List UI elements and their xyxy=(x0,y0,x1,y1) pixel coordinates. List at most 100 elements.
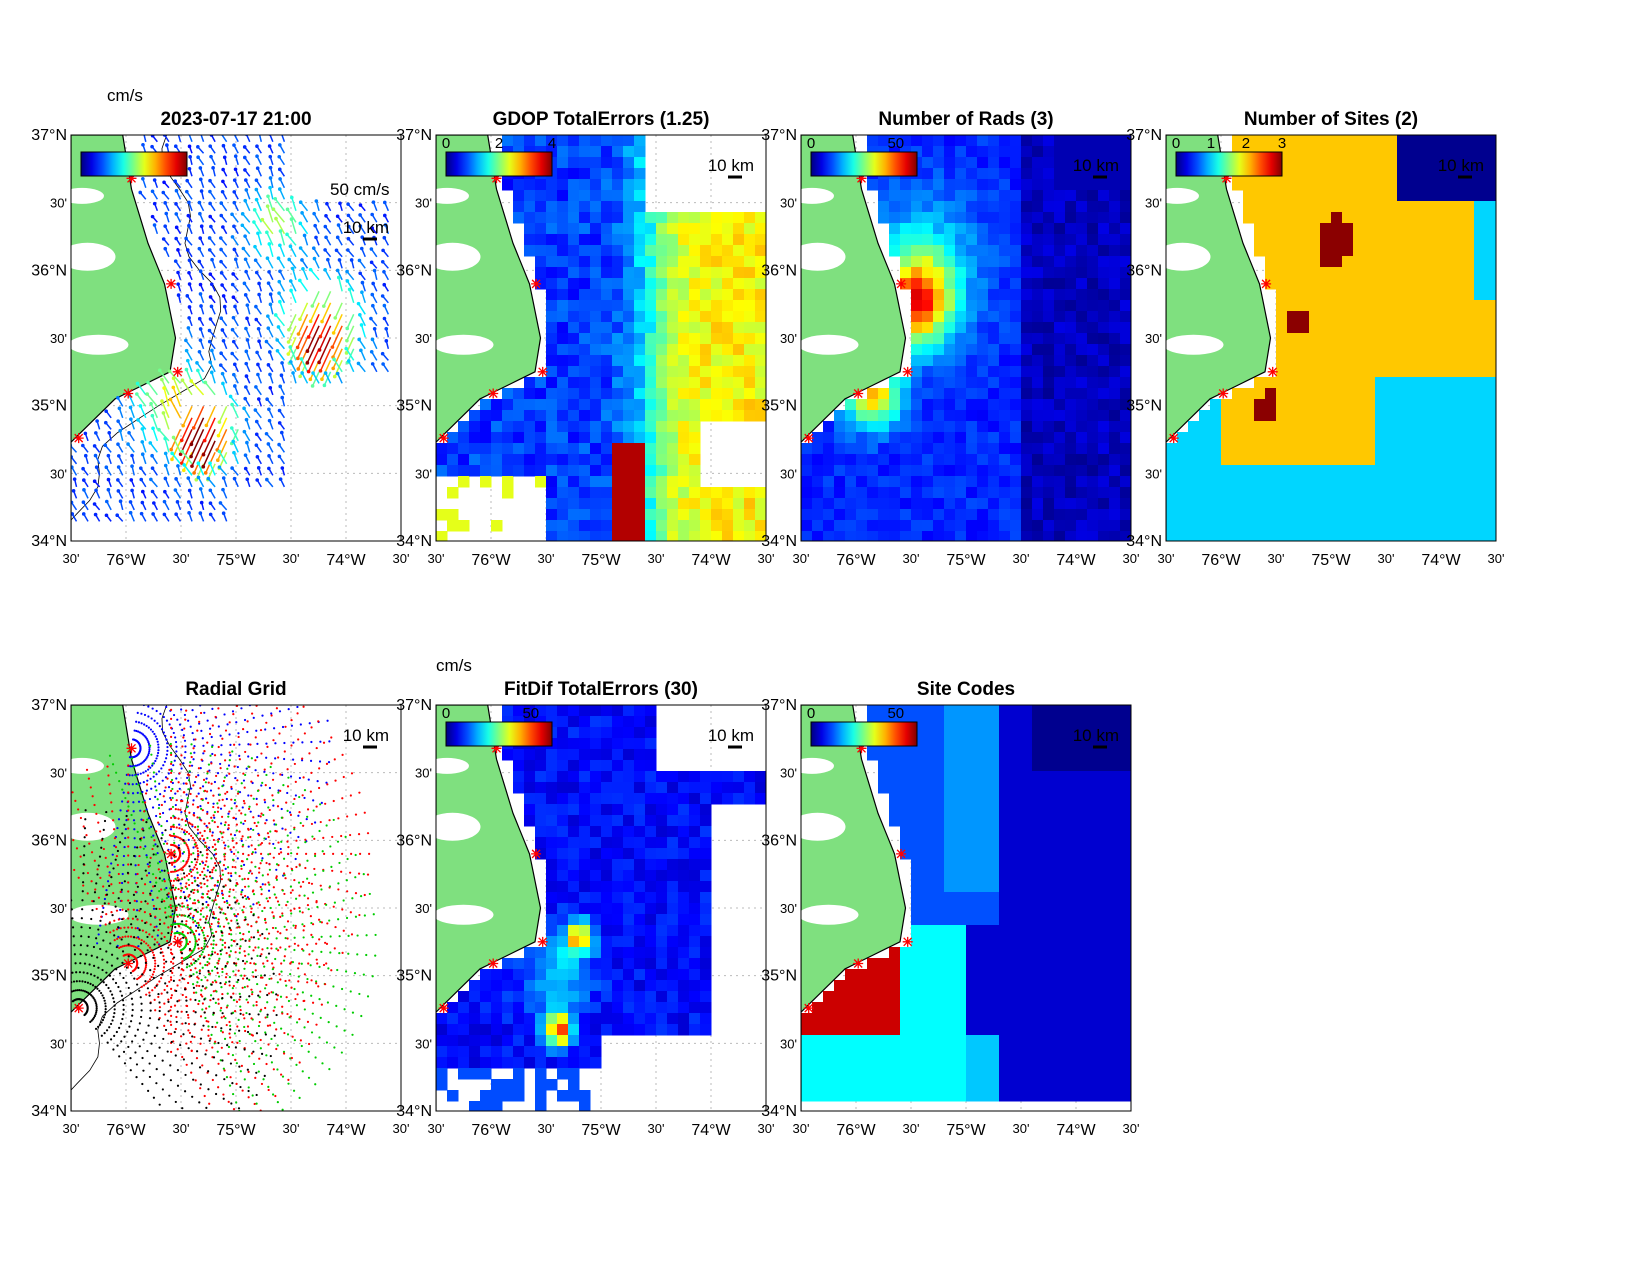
radial-grid-point xyxy=(159,793,162,796)
radial-grid-point xyxy=(188,893,191,897)
heatmap-cell xyxy=(977,300,989,312)
heatmap-cell xyxy=(1463,432,1475,444)
vector-head xyxy=(382,235,387,240)
heatmap-cell xyxy=(900,377,912,389)
vector-head xyxy=(220,371,225,376)
heatmap-cell xyxy=(722,300,734,312)
heatmap-cell xyxy=(1166,487,1178,499)
radial-grid-point xyxy=(255,729,258,732)
vector-head xyxy=(184,348,189,353)
heatmap-cell xyxy=(1265,520,1277,532)
heatmap-cell xyxy=(1032,146,1044,158)
radial-grid-point xyxy=(254,769,257,772)
heatmap-cell xyxy=(656,311,668,323)
heatmap-cell xyxy=(999,421,1011,433)
site-marker-icon xyxy=(803,433,814,444)
heatmap-cell xyxy=(911,498,923,510)
heatmap-cell xyxy=(1221,454,1233,466)
current-vector xyxy=(181,451,193,465)
heatmap-cell xyxy=(1353,421,1365,433)
radial-grid-point xyxy=(255,876,258,879)
heatmap-cell xyxy=(1430,333,1442,345)
vector-head xyxy=(174,212,179,216)
current-vector xyxy=(244,200,251,212)
current-vector xyxy=(361,291,366,304)
radial-grid-point xyxy=(247,807,251,810)
vector-head xyxy=(255,350,259,355)
heatmap-cell xyxy=(546,443,558,455)
heatmap-cell xyxy=(933,520,945,532)
heatmap-cell xyxy=(557,267,569,279)
heatmap-cell xyxy=(502,399,514,411)
radial-grid-point xyxy=(155,737,158,741)
radial-grid-point xyxy=(228,954,231,957)
heatmap-cell xyxy=(955,366,967,378)
radial-grid-point xyxy=(181,818,184,821)
heatmap-cell xyxy=(999,465,1011,477)
radial-grid-point xyxy=(180,708,183,711)
heatmap-cell xyxy=(933,278,945,290)
current-vector xyxy=(288,314,297,331)
heatmap-cell xyxy=(678,366,690,378)
radial-grid-point xyxy=(158,860,161,863)
heatmap-cell xyxy=(1353,476,1365,488)
heatmap-cell xyxy=(1021,289,1033,301)
radial-grid-point xyxy=(277,756,280,759)
heatmap-cell xyxy=(590,146,602,158)
radial-grid-point xyxy=(211,752,214,756)
heatmap-cell xyxy=(977,289,989,301)
heatmap-cell xyxy=(1309,344,1321,356)
x-tick-label: 30' xyxy=(1378,551,1395,566)
heatmap-cell xyxy=(634,333,646,345)
vector-head xyxy=(219,259,223,264)
radial-grid-point xyxy=(196,729,199,732)
heatmap-cell xyxy=(1419,245,1431,257)
radial-grid-point xyxy=(156,851,159,855)
vector-head xyxy=(335,235,340,240)
radial-grid-point xyxy=(219,938,222,941)
heatmap-cell xyxy=(1397,256,1409,268)
heatmap-cell xyxy=(535,443,547,455)
vector-head xyxy=(232,247,237,252)
heatmap-cell xyxy=(1054,487,1066,499)
heatmap-cell xyxy=(856,465,868,477)
vector-head xyxy=(140,452,145,457)
radial-grid-point xyxy=(212,794,215,797)
heatmap-cell xyxy=(557,245,569,257)
heatmap-cell xyxy=(1221,487,1233,499)
radial-grid-point xyxy=(232,846,235,849)
heatmap-cell xyxy=(999,333,1011,345)
radial-grid-point xyxy=(195,795,198,798)
heatmap-cell xyxy=(634,421,646,433)
radial-grid-point xyxy=(247,743,250,746)
y-tick-label: 36°N xyxy=(1126,262,1162,279)
radial-grid-point xyxy=(202,744,205,747)
heatmap-cell xyxy=(867,531,879,541)
heatmap-cell xyxy=(1188,465,1200,477)
heatmap-cell xyxy=(834,443,846,455)
vector-head xyxy=(335,371,340,376)
radial-grid-point xyxy=(174,755,177,758)
heatmap-cell xyxy=(1375,465,1387,477)
heatmap-cell xyxy=(977,366,989,378)
radial-grid-point xyxy=(263,801,267,804)
radial-grid-point xyxy=(318,760,322,763)
heatmap-cell xyxy=(645,476,657,488)
x-tick-label: 30' xyxy=(63,551,80,566)
heatmap-cell xyxy=(634,355,646,367)
heatmap-cell xyxy=(1463,333,1475,345)
vector-head xyxy=(267,418,272,423)
heatmap-cell xyxy=(700,355,712,367)
heatmap-cell xyxy=(1452,465,1464,477)
heatmap-cell xyxy=(623,135,635,147)
heatmap-cell xyxy=(480,421,492,433)
heatmap-cell xyxy=(733,355,745,367)
heatmap-cell xyxy=(900,498,912,510)
radial-grid-point xyxy=(157,749,160,752)
heatmap-cell xyxy=(1485,146,1496,158)
heatmap-cell xyxy=(557,377,569,389)
heatmap-cell xyxy=(955,344,967,356)
heatmap-cell xyxy=(1221,531,1233,541)
heatmap-cell xyxy=(1276,311,1288,323)
radial-grid-point xyxy=(256,742,259,746)
